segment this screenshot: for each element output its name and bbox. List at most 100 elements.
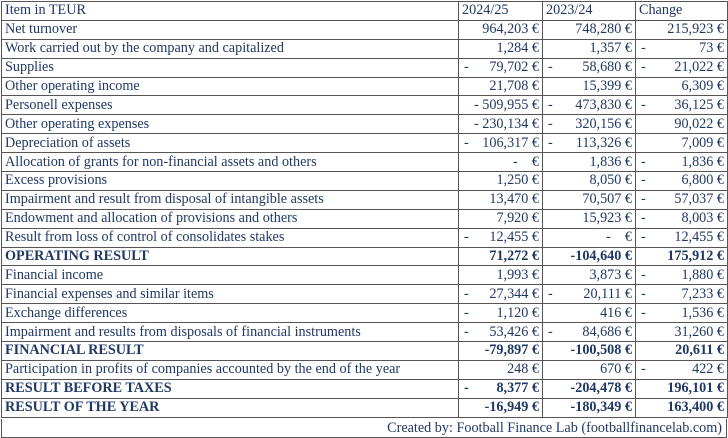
- amount: 1,836 €: [589, 153, 632, 170]
- value-change: 163,400 €: [635, 397, 728, 418]
- value-2024-25: 71,272 €: [458, 246, 543, 267]
- table-row: Allocation of grants for non-financial a…: [1, 152, 728, 173]
- value-change: 90,022 €: [635, 114, 728, 135]
- row-label: RESULT BEFORE TAXES: [1, 378, 459, 399]
- value-change: - 73 €: [635, 38, 728, 59]
- amount: 8,050 €: [589, 172, 632, 189]
- amount: 964,203 €: [482, 21, 539, 38]
- value-change: 196,101 €: [635, 378, 728, 399]
- value-2023-24: 15,923 €: [542, 208, 636, 229]
- credit-footer: Created by: Football Finance Lab (footba…: [1, 419, 727, 438]
- amount: 70,507 €: [582, 191, 632, 208]
- table-row: Financial income 1,993 € 3,873 € - 1,880 €: [1, 265, 728, 286]
- value-change: 175,912 €: [635, 246, 728, 267]
- value-2023-24: -104,640 €: [542, 246, 636, 267]
- negative-sign: -: [548, 285, 553, 302]
- amount: 175,912 €: [667, 248, 724, 265]
- negative-sign: -: [548, 59, 553, 76]
- amount: 748,280 €: [575, 21, 632, 38]
- negative-sign: -: [464, 134, 469, 151]
- amount: 84,686 €: [582, 323, 632, 340]
- amount: 20,611 €: [675, 342, 724, 359]
- row-label: Result from loss of control of consolida…: [1, 227, 459, 248]
- negative-sign: -: [548, 323, 553, 340]
- value-change: - 57,037 €: [635, 189, 728, 210]
- table-row: OPERATING RESULT 71,272 € -104,640 € 175,91…: [1, 246, 728, 267]
- value-2024-25: - 12,455 €: [458, 227, 543, 248]
- amount: - €: [605, 229, 632, 246]
- value-2024-25: - €: [458, 152, 543, 173]
- value-change: - 1,880 €: [635, 265, 728, 286]
- amount: 163,400 €: [667, 399, 724, 416]
- amount: 8,003 €: [681, 210, 724, 227]
- negative-sign: -: [464, 323, 469, 340]
- amount: 106,317 €: [482, 134, 539, 151]
- value-2023-24: 8,050 €: [542, 171, 636, 191]
- row-label: Other operating income: [1, 76, 459, 97]
- value-change: 7,009 €: [635, 133, 728, 154]
- amount: 1,120 €: [496, 304, 539, 321]
- negative-sign: -: [641, 361, 646, 378]
- negative-sign: -: [548, 115, 553, 132]
- value-2023-24: 1,357 €: [542, 38, 636, 59]
- value-change: - 6,800 €: [635, 171, 728, 191]
- amount: - 509,955 €: [473, 96, 539, 113]
- row-label: Impairment and results from disposals of…: [1, 322, 459, 343]
- value-2023-24: 3,873 €: [542, 265, 636, 286]
- amount: -104,640 €: [570, 248, 632, 265]
- value-2024-25: - 53,426 €: [458, 322, 543, 343]
- negative-sign: -: [641, 96, 646, 113]
- row-label: Allocation of grants for non-financial a…: [1, 152, 459, 173]
- value-2023-24: 70,507 €: [542, 189, 636, 210]
- value-change: - 8,003 €: [635, 208, 728, 229]
- value-2024-25: -106,317 €: [458, 133, 543, 154]
- value-2024-25: -16,949 €: [458, 397, 543, 418]
- value-2023-24: - 113,326 €: [542, 133, 636, 154]
- value-2024-25: 1,284 €: [458, 38, 543, 59]
- amount: 31,260 €: [674, 323, 724, 340]
- negative-sign: -: [641, 153, 646, 170]
- amount: 1,836 €: [681, 153, 724, 170]
- value-2023-24: - 20,111 €: [542, 284, 636, 305]
- table-row: Endowment and allocation of provisions a…: [1, 208, 728, 229]
- table-row: Financial expenses and similar items -27,…: [1, 284, 728, 305]
- amount: 1,284 €: [496, 40, 539, 57]
- amount: 113,326 €: [575, 134, 632, 151]
- row-label: Excess provisions: [1, 171, 459, 191]
- negative-sign: -: [641, 229, 646, 246]
- amount: 36,125 €: [674, 96, 724, 113]
- value-change: 6,309 €: [635, 76, 728, 97]
- row-label: Supplies: [1, 57, 459, 78]
- value-2024-25: - 230,134 €: [458, 114, 543, 135]
- amount: 1,357 €: [589, 40, 632, 57]
- value-2024-25: 21,708 €: [458, 76, 543, 97]
- negative-sign: -: [641, 40, 646, 57]
- amount: -180,349 €: [570, 399, 632, 416]
- value-change: - 21,022 €: [635, 57, 728, 78]
- amount: 79,702 €: [489, 59, 539, 76]
- value-2023-24: -100,508 €: [542, 341, 636, 361]
- value-2023-24: 1,836 €: [542, 152, 636, 173]
- table-row: Impairment and result from disposal of i…: [1, 189, 728, 210]
- row-label: OPERATING RESULT: [1, 246, 459, 267]
- amount: -100,508 €: [570, 342, 632, 359]
- negative-sign: -: [641, 59, 646, 76]
- amount: 21,708 €: [489, 78, 539, 94]
- amount: 1,536 €: [681, 304, 724, 321]
- amount: 7,009 €: [681, 134, 724, 151]
- value-2023-24: 15,399 €: [542, 76, 636, 97]
- table-row: Participation in profits of companies ac…: [1, 359, 728, 380]
- value-change: - 1,836 €: [635, 152, 728, 173]
- amount: 6,800 €: [681, 172, 724, 189]
- negative-sign: -: [464, 285, 469, 302]
- table-row: Excess provisions 1,250 € 8,050 € - 6,800 €: [1, 171, 728, 191]
- row-label: Financial expenses and similar items: [1, 284, 459, 305]
- negative-sign: -: [641, 285, 646, 302]
- amount: 248 €: [507, 361, 539, 378]
- row-label: Participation in profits of companies ac…: [1, 359, 459, 380]
- amount: 8,377 €: [496, 380, 539, 397]
- value-2024-25: 13,470 €: [458, 189, 543, 210]
- table-row: Depreciation of assets -106,317 € -113,326…: [1, 133, 728, 154]
- value-2023-24: 416 €: [542, 303, 636, 324]
- table-row: Exchange differences -1,120 €416 € -1,536 …: [1, 303, 728, 324]
